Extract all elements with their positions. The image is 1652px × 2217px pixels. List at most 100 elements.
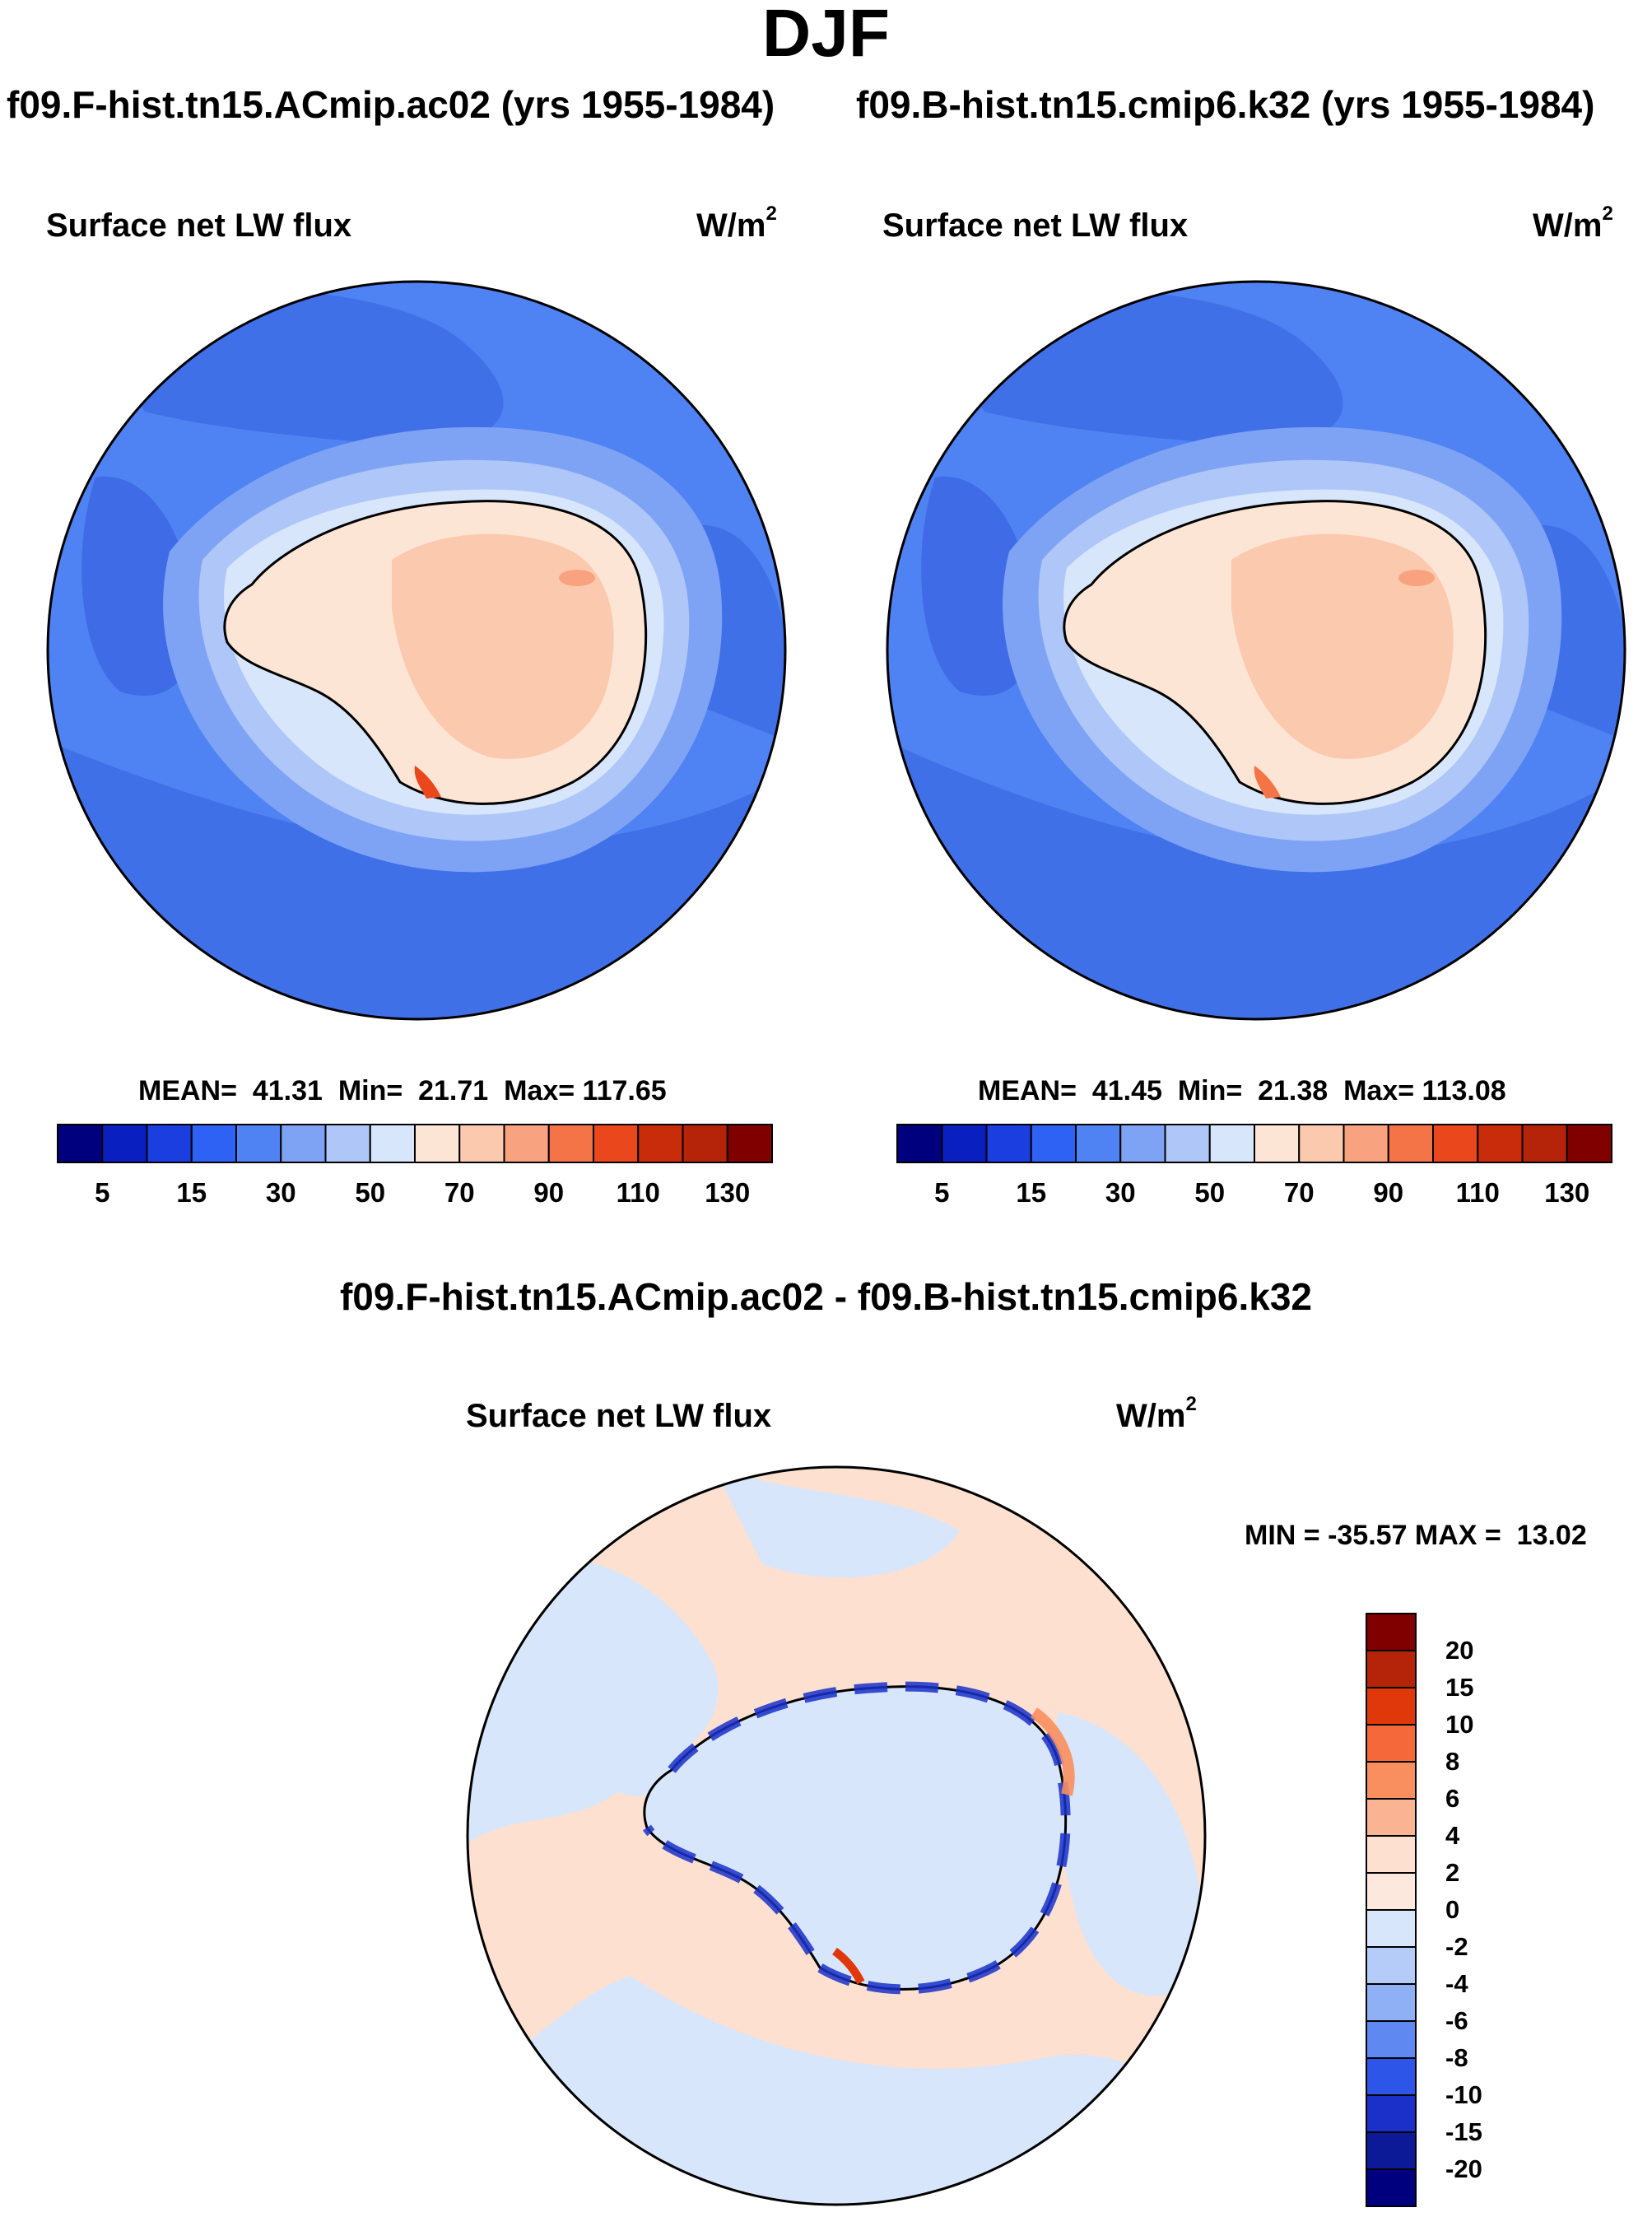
colorbar-swatch (637, 1124, 684, 1163)
colorbar-swatch (1366, 1613, 1417, 1651)
ross-ice-hotspot (1254, 766, 1281, 799)
east-antarctic-plateau (392, 533, 614, 759)
colorbar-swatch (1366, 2094, 1417, 2133)
colorbar-swatch (682, 1124, 728, 1163)
colorbar-swatch (1298, 1124, 1345, 1163)
difference-polar-map (466, 1465, 1207, 2206)
colorbar-tick: 50 (355, 1177, 386, 1208)
map-boundary (886, 280, 1626, 1021)
colorbar-swatch (1387, 1124, 1434, 1163)
colorbar-swatch (57, 1124, 104, 1163)
colorbar-swatch (369, 1124, 416, 1163)
map-boundary (46, 280, 787, 1021)
colorbar-swatch (1075, 1124, 1122, 1163)
colorbar-swatch (1208, 1124, 1255, 1163)
colorbar-tick: 110 (616, 1177, 660, 1208)
left-units-label: W/m2 (696, 203, 777, 244)
left-stats: MEAN= 41.31 Min= 21.71 Max= 117.65 (138, 1075, 667, 1106)
colorbar-tick: 90 (533, 1177, 565, 1208)
colorbar-tick: 8 (1445, 1747, 1460, 1776)
difference-title: f09.F-hist.tn15.ACmip.ac02 - f09.B-hist.… (339, 1275, 1313, 1318)
colorbar-swatch (146, 1124, 193, 1163)
deep-ocean-band-south (48, 741, 785, 1019)
left-variable-label: Surface net LW flux (46, 207, 352, 244)
colorbar-swatch (593, 1124, 640, 1163)
negative-anomaly-east (1051, 1712, 1205, 1996)
colorbar-swatch (1366, 1724, 1417, 1763)
colorbar-swatch (324, 1124, 371, 1163)
colorbar-tick: -2 (1445, 1932, 1468, 1961)
colorbar-swatch (1366, 1909, 1417, 1948)
right-colorbar (896, 1124, 1612, 1163)
colorbar-tick: -20 (1445, 2154, 1482, 2183)
colorbar-tick: 4 (1445, 1821, 1460, 1850)
colorbar-swatch (1366, 1983, 1417, 2022)
difference-colorbar (1366, 1613, 1417, 2207)
flux-maximum-patch (1398, 570, 1435, 586)
colorbar-tick: 2 (1445, 1858, 1460, 1887)
colorbar-tick: 30 (265, 1177, 296, 1208)
negative-anomaly-south (468, 1976, 1205, 2205)
colorbar-swatch (1566, 1124, 1612, 1163)
ross-positive-anomaly (832, 1947, 865, 1985)
flux-maximum-patch (559, 570, 595, 586)
colorbar-tick: 30 (1105, 1177, 1136, 1208)
colorbar-swatch (1366, 1872, 1417, 1911)
colorbar-swatch (458, 1124, 505, 1163)
ross-ice-hotspot (414, 766, 441, 799)
colorbar-swatch (1477, 1124, 1524, 1163)
colorbar-swatch (1343, 1124, 1389, 1163)
colorbar-swatch (414, 1124, 461, 1163)
colorbar-tick: 15 (1445, 1673, 1474, 1702)
colorbar-swatch (985, 1124, 1032, 1163)
right-case-title: f09.B-hist.tn15.cmip6.k32 (yrs 1955-1984… (856, 83, 1595, 126)
colorbar-swatch (1366, 2020, 1417, 2059)
colorbar-swatch (547, 1124, 594, 1163)
colorbar-tick: 15 (1016, 1177, 1047, 1208)
colorbar-tick: 70 (444, 1177, 475, 1208)
colorbar-tick: 50 (1194, 1177, 1226, 1208)
diff-units-label: W/m2 (1116, 1393, 1197, 1434)
left-colorbar (57, 1124, 773, 1163)
colorbar-tick: 6 (1445, 1784, 1460, 1813)
colorbar-tick: -10 (1445, 2080, 1482, 2109)
colorbar-swatch (1366, 1761, 1417, 1800)
colorbar-swatch (1366, 2057, 1417, 2096)
colorbar-tick: 5 (95, 1177, 110, 1208)
right-stats: MEAN= 41.45 Min= 21.38 Max= 113.08 (978, 1075, 1506, 1106)
colorbar-tick: -4 (1445, 1969, 1468, 1998)
colorbar-swatch (235, 1124, 282, 1163)
colorbar-tick: 10 (1445, 1710, 1474, 1739)
right-units-label: W/m2 (1533, 203, 1613, 244)
colorbar-swatch (1366, 1687, 1417, 1726)
colorbar-swatch (1366, 1650, 1417, 1688)
map-boundary (466, 1465, 1207, 2206)
colorbar-swatch (190, 1124, 237, 1163)
main-title: DJF (762, 0, 890, 71)
colorbar-swatch (1366, 1835, 1417, 1874)
deep-ocean-band-south (887, 741, 1625, 1019)
left-case-title: f09.F-hist.tn15.ACmip.ac02 (yrs 1955-198… (7, 83, 775, 126)
colorbar-swatch (1030, 1124, 1077, 1163)
colorbar-swatch (1366, 1798, 1417, 1837)
colorbar-swatch (1432, 1124, 1479, 1163)
right-variable-label: Surface net LW flux (882, 207, 1189, 244)
coastal-positive-anomaly-east (1030, 1707, 1075, 1796)
colorbar-swatch (1366, 1946, 1417, 1985)
colorbar-tick: 70 (1283, 1177, 1315, 1208)
colorbar-swatch (1164, 1124, 1211, 1163)
colorbar-tick: -8 (1445, 2043, 1468, 2072)
negative-anomaly-peninsula (578, 1668, 680, 1796)
colorbar-tick: 15 (176, 1177, 207, 1208)
colorbar-swatch (503, 1124, 550, 1163)
right-polar-map (886, 280, 1626, 1021)
colorbar-tick: 130 (1544, 1177, 1590, 1208)
colorbar-tick: 110 (1455, 1177, 1500, 1208)
diff-stats: MIN = -35.57 MAX = 13.02 (1245, 1520, 1587, 1551)
colorbar-swatch (101, 1124, 148, 1163)
colorbar-swatch (726, 1124, 773, 1163)
colorbar-tick: 0 (1445, 1895, 1460, 1924)
coastal-negative-anomaly (643, 1681, 1071, 1995)
colorbar-tick: -15 (1445, 2117, 1482, 2146)
colorbar-tick: -6 (1445, 2006, 1468, 2035)
